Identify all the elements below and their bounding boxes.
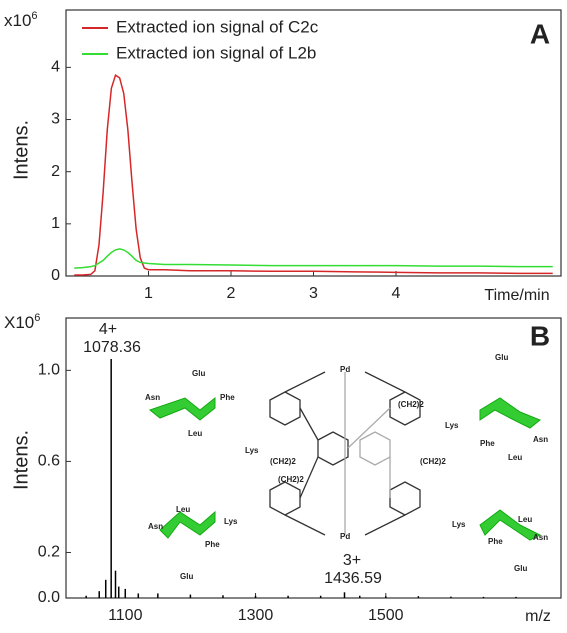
structure-label: Asn <box>148 522 163 531</box>
annotation: 3+ <box>343 552 361 569</box>
structure-label: (CH2)2 <box>278 475 304 484</box>
structure-label: Glu <box>180 572 193 581</box>
legend-label: Extracted ion signal of C2c <box>116 17 319 36</box>
structure-label: Leu <box>188 429 202 438</box>
x-axis-label: m/z <box>525 608 551 625</box>
annotation: 1078.36 <box>83 339 141 356</box>
structure-label: Asn <box>533 533 548 542</box>
legend-label: Extracted ion signal of L2b <box>116 43 316 62</box>
panel-label: B <box>530 320 550 351</box>
structure-label: (CH2)2 <box>270 457 296 466</box>
y-multiplier: x106 <box>4 10 38 31</box>
y-multiplier-exp: 6 <box>31 10 37 22</box>
y-tick-label: 1 <box>51 215 60 232</box>
line-series <box>74 74 553 276</box>
structure-label: Leu <box>518 515 532 524</box>
y-tick-label: 4 <box>51 59 60 76</box>
peptides <box>148 396 542 541</box>
x-tick-label: 4 <box>392 285 401 302</box>
y-axis-label: Intens. <box>10 120 32 180</box>
x-tick-label: 1300 <box>238 607 274 624</box>
panel-label: A <box>530 18 550 49</box>
structure-label: Glu <box>514 564 527 573</box>
structure-label: (CH2)2 <box>420 457 446 466</box>
y-axis-label: Intens. <box>10 430 32 490</box>
x-tick-label: 1 <box>144 285 153 302</box>
line-series <box>74 248 553 269</box>
y-tick-label: 0.6 <box>38 453 60 470</box>
annotation: 1436.59 <box>324 570 382 587</box>
structure <box>269 371 421 536</box>
structure-label: Glu <box>495 353 508 362</box>
y-multiplier-base: x10 <box>4 11 31 30</box>
structure-label: Leu <box>176 505 190 514</box>
x-tick-label: 1500 <box>368 607 404 624</box>
y-tick-label: 2 <box>51 163 60 180</box>
structure-label: Lys <box>452 520 466 529</box>
x-tick-label: 2 <box>227 285 236 302</box>
structure-label: Leu <box>508 453 522 462</box>
annotation: 4+ <box>99 321 117 338</box>
structure-label: Pd <box>340 532 350 541</box>
x-tick-label: 3 <box>309 285 318 302</box>
x-tick-label: 1100 <box>108 607 143 624</box>
structure-label: Glu <box>192 369 205 378</box>
y-multiplier-exp: 6 <box>34 312 40 324</box>
structure-label: (CH2)2 <box>398 400 424 409</box>
panel-b-frame <box>65 317 562 599</box>
structure-label: Pd <box>340 365 350 374</box>
y-tick-label: 0 <box>51 267 60 284</box>
structure-label: Lys <box>245 446 259 455</box>
structure-labels: Glu Asn Phe Leu Lys Glu Phe Asn Leu Lys … <box>145 353 548 581</box>
structure-label: Asn <box>533 435 548 444</box>
structure-label: Lys <box>445 421 459 430</box>
y-tick-label: 1.0 <box>38 362 60 379</box>
y-tick-label: 3 <box>51 111 60 128</box>
y-tick-label: 0.0 <box>38 589 60 606</box>
structure-label: Phe <box>480 439 495 448</box>
y-multiplier: X106 <box>4 312 40 333</box>
structure-label: Phe <box>488 537 503 546</box>
y-tick-label: 0.2 <box>38 544 60 561</box>
y-multiplier-base: X10 <box>4 313 34 332</box>
structure-label: Asn <box>145 393 160 402</box>
structure-label: Phe <box>205 540 220 549</box>
structure-label: Lys <box>224 517 238 526</box>
x-axis-label: Time/min <box>484 287 549 304</box>
structure-label: Phe <box>220 393 235 402</box>
